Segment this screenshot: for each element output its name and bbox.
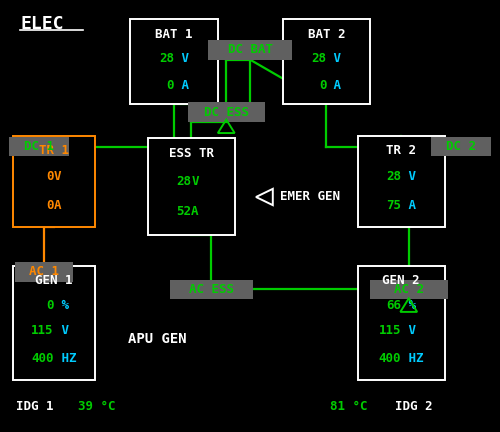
Text: GEN 1: GEN 1 bbox=[35, 274, 72, 287]
Text: 52: 52 bbox=[176, 205, 191, 218]
Text: GEN 2: GEN 2 bbox=[382, 274, 420, 287]
Text: 400: 400 bbox=[32, 352, 54, 365]
Text: 0: 0 bbox=[46, 299, 54, 312]
Text: DC 2: DC 2 bbox=[446, 140, 476, 153]
Text: V: V bbox=[54, 170, 62, 184]
Bar bbox=[170, 280, 252, 299]
Bar bbox=[208, 40, 292, 60]
Text: V: V bbox=[326, 52, 341, 65]
Text: 115: 115 bbox=[32, 324, 54, 337]
Bar bbox=[130, 19, 218, 104]
Text: 0: 0 bbox=[166, 79, 174, 92]
Text: 39 °C: 39 °C bbox=[78, 400, 115, 413]
Text: DC ESS: DC ESS bbox=[204, 105, 249, 119]
Text: DC BAT: DC BAT bbox=[228, 43, 272, 57]
Text: 0: 0 bbox=[319, 79, 326, 92]
Text: V: V bbox=[401, 170, 416, 184]
Text: V: V bbox=[401, 324, 416, 337]
Text: AC ESS: AC ESS bbox=[189, 283, 234, 296]
Text: TR 2: TR 2 bbox=[386, 144, 416, 157]
Text: ELEC: ELEC bbox=[20, 15, 64, 33]
Text: APU GEN: APU GEN bbox=[128, 332, 186, 346]
Text: %: % bbox=[401, 299, 416, 312]
Text: HZ: HZ bbox=[401, 352, 424, 365]
Text: IDG 2: IDG 2 bbox=[395, 400, 432, 413]
Bar bbox=[370, 280, 448, 299]
Text: 28: 28 bbox=[311, 52, 326, 65]
Bar bbox=[358, 136, 445, 227]
Text: 66: 66 bbox=[386, 299, 401, 312]
Text: BAT 1: BAT 1 bbox=[155, 28, 192, 41]
Text: AC 1: AC 1 bbox=[29, 265, 59, 279]
Text: A: A bbox=[54, 199, 62, 212]
Text: 81 °C: 81 °C bbox=[330, 400, 368, 413]
Bar bbox=[148, 138, 235, 235]
Text: BAT 2: BAT 2 bbox=[308, 28, 345, 41]
Bar bbox=[15, 262, 72, 282]
Text: V: V bbox=[54, 324, 69, 337]
Text: A: A bbox=[401, 199, 416, 212]
Bar bbox=[358, 266, 445, 380]
Text: A: A bbox=[326, 79, 341, 92]
Text: 28: 28 bbox=[386, 170, 401, 184]
Text: 28: 28 bbox=[176, 175, 191, 188]
Text: DC 1: DC 1 bbox=[24, 140, 54, 153]
Text: 75: 75 bbox=[386, 199, 401, 212]
Text: TR 1: TR 1 bbox=[39, 144, 69, 157]
Text: 115: 115 bbox=[379, 324, 401, 337]
Bar bbox=[431, 137, 491, 156]
Text: V: V bbox=[174, 52, 189, 65]
Bar bbox=[188, 102, 265, 122]
Text: A: A bbox=[174, 79, 189, 92]
Text: ESS TR: ESS TR bbox=[168, 147, 214, 160]
Text: 0: 0 bbox=[46, 170, 54, 184]
Bar bbox=[12, 266, 95, 380]
Text: AC 2: AC 2 bbox=[394, 283, 424, 296]
Text: 28: 28 bbox=[159, 52, 174, 65]
Text: 0: 0 bbox=[46, 199, 54, 212]
Text: %: % bbox=[54, 299, 69, 312]
Text: HZ: HZ bbox=[54, 352, 76, 365]
Bar bbox=[282, 19, 370, 104]
Text: IDG 1: IDG 1 bbox=[16, 400, 54, 413]
Text: V: V bbox=[191, 175, 198, 188]
Bar bbox=[12, 136, 95, 227]
Text: EMER GEN: EMER GEN bbox=[280, 191, 340, 203]
Text: 400: 400 bbox=[379, 352, 401, 365]
Text: A: A bbox=[191, 205, 198, 218]
Bar bbox=[9, 137, 69, 156]
